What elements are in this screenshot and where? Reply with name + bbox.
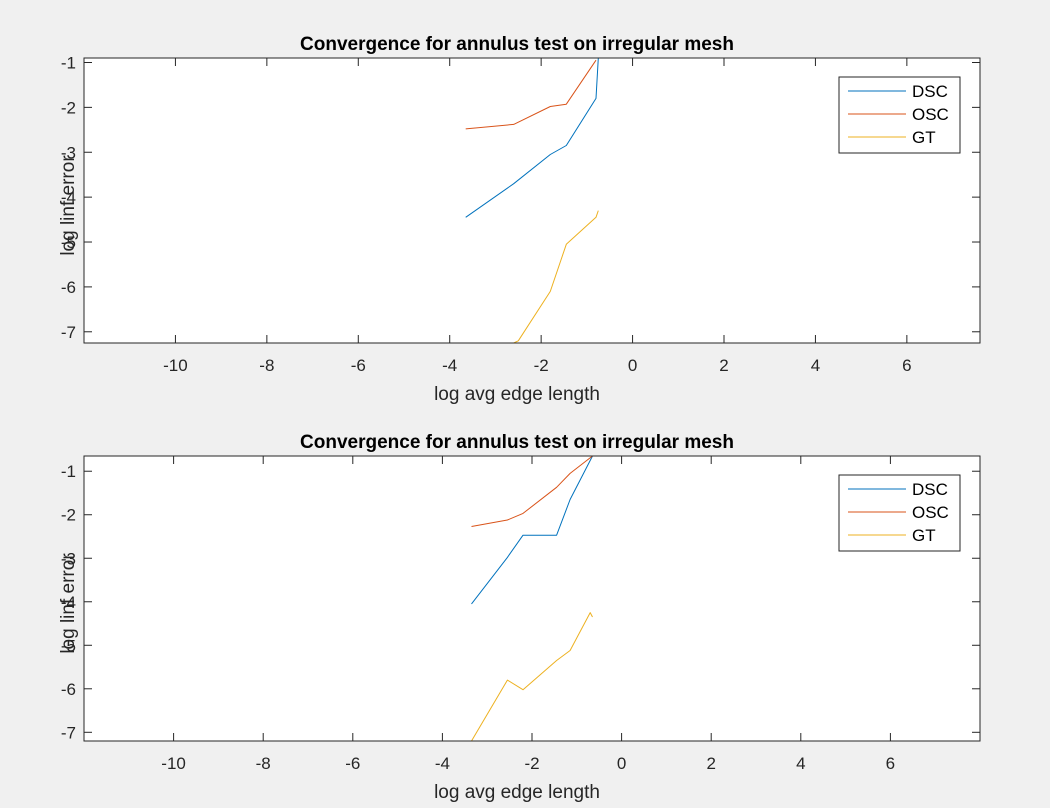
legend-label-dsc: DSC [912,82,948,101]
plot-area [84,456,980,741]
y-tick-label: -4 [61,188,76,207]
legend-label-osc: OSC [912,105,949,124]
y-tick-label: -2 [61,506,76,525]
x-tick-label: -6 [345,754,360,773]
x-tick-label: 0 [617,754,626,773]
plot-area [84,58,980,343]
y-tick-label: -6 [61,680,76,699]
series-line-osc [465,59,597,130]
y-tick-label: -1 [61,53,76,72]
x-tick-label: -2 [534,356,549,375]
chart-title: Convergence for annulus test on irregula… [300,34,734,55]
legend-box [838,76,961,154]
y-tick-label: -2 [61,98,76,117]
x-axis-label: log avg edge length [434,782,600,803]
x-tick-label: 2 [706,754,715,773]
legend-label-gt: GT [912,526,936,545]
x-tick-label: -10 [161,754,186,773]
legend-box [838,474,961,552]
x-tick-label: 2 [719,356,728,375]
y-tick-label: -1 [61,462,76,481]
y-tick-label: -7 [61,723,76,742]
legend-label-osc: OSC [912,503,949,522]
y-tick-label: -3 [61,143,76,162]
y-tick-label: -7 [61,323,76,342]
series-line-dsc [465,57,599,218]
x-tick-label: 0 [628,356,637,375]
y-tick-label: -3 [61,549,76,568]
x-tick-label: 4 [796,754,805,773]
x-tick-label: -4 [442,356,457,375]
x-tick-label: -2 [524,754,539,773]
x-tick-label: 6 [902,356,911,375]
series-line-osc [471,455,593,527]
x-tick-label: -8 [256,754,271,773]
y-tick-label: -5 [61,636,76,655]
subplot-2: -10 -8 -6 -4 -2 0 2 4 6 -1 -2 -3 -4 -5 -6 -7 Convergence… [58,432,981,803]
series-line-gt [471,612,593,742]
legend-label-gt: GT [912,128,936,147]
x-tick-label: -4 [435,754,450,773]
y-axis-label: log linf error [58,553,79,654]
y-axis-label: log linf error [58,155,79,256]
series-line-dsc [471,455,593,605]
x-axis-label: log avg edge length [434,384,600,405]
series-group [471,455,593,742]
x-tick-label: -8 [259,356,274,375]
legend-label-dsc: DSC [912,480,948,499]
legend: DSC OSC GT [838,76,961,154]
x-tick-label: 6 [886,754,895,773]
x-tick-label: -6 [351,356,366,375]
axes-box [83,57,981,344]
y-tick-label: -4 [61,593,76,612]
legend: DSC OSC GT [838,474,961,552]
x-tick-label: -10 [163,356,188,375]
subplot-1: -10 -8 -6 -4 -2 0 2 4 6 -1 -2 -3 -4 -5 -6 -7 Convergence… [58,34,981,405]
x-tick-label: 4 [811,356,820,375]
chart-title: Convergence for annulus test on irregula… [300,432,734,453]
y-tick-label: -5 [61,233,76,252]
y-tick-label: -6 [61,278,76,297]
